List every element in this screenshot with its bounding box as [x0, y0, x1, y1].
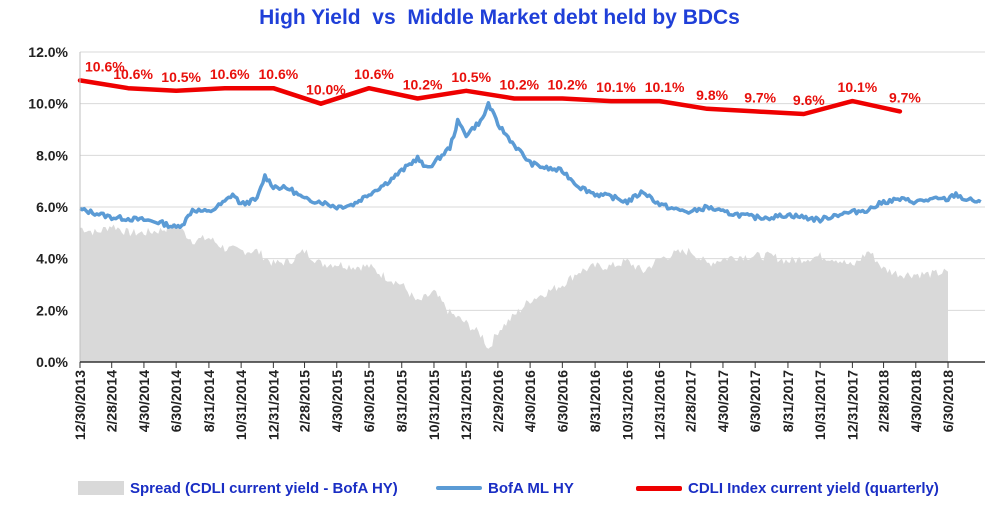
x-tick-label: 6/30/2016: [554, 370, 570, 432]
cdli-data-label: 9.6%: [793, 92, 825, 108]
x-tick-label: 2/28/2015: [297, 370, 313, 432]
cdli-data-label: 10.1%: [596, 79, 636, 95]
legend-item-cdli: CDLI Index current yield (quarterly): [636, 476, 939, 500]
legend-label-hy: BofA ML HY: [488, 479, 574, 497]
x-tick-label: 2/28/2018: [876, 370, 892, 432]
cdli-data-label: 10.2%: [547, 77, 587, 93]
x-tick-label: 4/30/2015: [329, 370, 345, 432]
x-tick-label: 10/31/2016: [619, 370, 635, 440]
cdli-line: [77, 78, 903, 117]
x-tick-label: 10/31/2017: [812, 370, 828, 440]
legend-swatch-spread: [78, 481, 124, 495]
y-tick-label: 10.0%: [28, 96, 68, 112]
cdli-data-label: 10.2%: [403, 77, 443, 93]
x-tick-label: 4/30/2018: [908, 370, 924, 432]
cdli-data-label: 9.8%: [696, 87, 728, 103]
x-tick-label: 4/30/2017: [715, 370, 731, 432]
x-tick-label: 6/30/2017: [747, 370, 763, 432]
x-tick-label: 6/30/2018: [940, 370, 956, 432]
cdli-data-label: 10.0%: [306, 82, 346, 98]
x-tick-label: 6/30/2014: [168, 370, 184, 432]
y-tick-label: 12.0%: [28, 44, 68, 60]
x-tick-label: 12/31/2017: [844, 370, 860, 440]
cdli-data-label: 10.2%: [499, 77, 539, 93]
cdli-data-label: 10.6%: [210, 66, 250, 82]
y-tick-label: 2.0%: [36, 302, 68, 318]
x-tick-label: 2/28/2017: [683, 370, 699, 432]
x-tick-label: 10/31/2014: [233, 370, 249, 440]
y-tick-label: 0.0%: [36, 354, 68, 370]
legend-item-hy: BofA ML HY: [436, 476, 574, 500]
cdli-data-label: 10.6%: [354, 66, 394, 82]
x-tick-label: 12/31/2016: [652, 370, 668, 440]
legend-swatch-hy: [436, 486, 482, 490]
chart-title: High Yield vs Middle Market debt held by…: [259, 6, 740, 29]
x-tick-label: 4/30/2014: [136, 370, 152, 432]
x-tick-label: 8/31/2014: [201, 370, 217, 432]
cdli-data-label: 10.1%: [645, 79, 685, 95]
x-tick-label: 2/28/2014: [104, 370, 120, 432]
cdli-data-label: 10.6%: [113, 66, 153, 82]
x-tick-label: 12/31/2014: [265, 370, 281, 440]
cdli-data-label: 10.1%: [838, 79, 878, 95]
hy-line: [79, 101, 982, 230]
x-tick-label: 12/31/2015: [458, 370, 474, 440]
x-tick-label: 10/31/2015: [426, 370, 442, 440]
y-tick-label: 8.0%: [36, 147, 68, 163]
x-tick-label: 8/31/2015: [394, 370, 410, 432]
x-tick-label: 6/30/2015: [361, 370, 377, 432]
cdli-data-label: 10.5%: [161, 69, 201, 85]
legend-swatch-cdli: [636, 485, 682, 491]
y-tick-label: 4.0%: [36, 251, 68, 267]
spread-area: [80, 222, 949, 362]
cdli-data-label: 10.5%: [451, 69, 491, 85]
legend-label-spread: Spread (CDLI current yield - BofA HY): [130, 479, 398, 497]
x-tick-label: 12/30/2013: [72, 370, 88, 440]
legend-label-cdli: CDLI Index current yield (quarterly): [688, 479, 939, 497]
cdli-data-label: 9.7%: [744, 89, 776, 105]
x-tick-label: 4/30/2016: [522, 370, 538, 432]
x-tick-label: 2/29/2016: [490, 370, 506, 432]
x-tick-label: 8/31/2017: [780, 370, 796, 432]
cdli-data-label: 9.7%: [889, 89, 921, 105]
y-tick-label: 6.0%: [36, 199, 68, 215]
x-tick-label: 8/31/2016: [587, 370, 603, 432]
cdli-data-label: 10.6%: [85, 58, 125, 74]
legend-item-spread: Spread (CDLI current yield - BofA HY): [78, 476, 398, 500]
cdli-data-label: 10.6%: [259, 66, 299, 82]
